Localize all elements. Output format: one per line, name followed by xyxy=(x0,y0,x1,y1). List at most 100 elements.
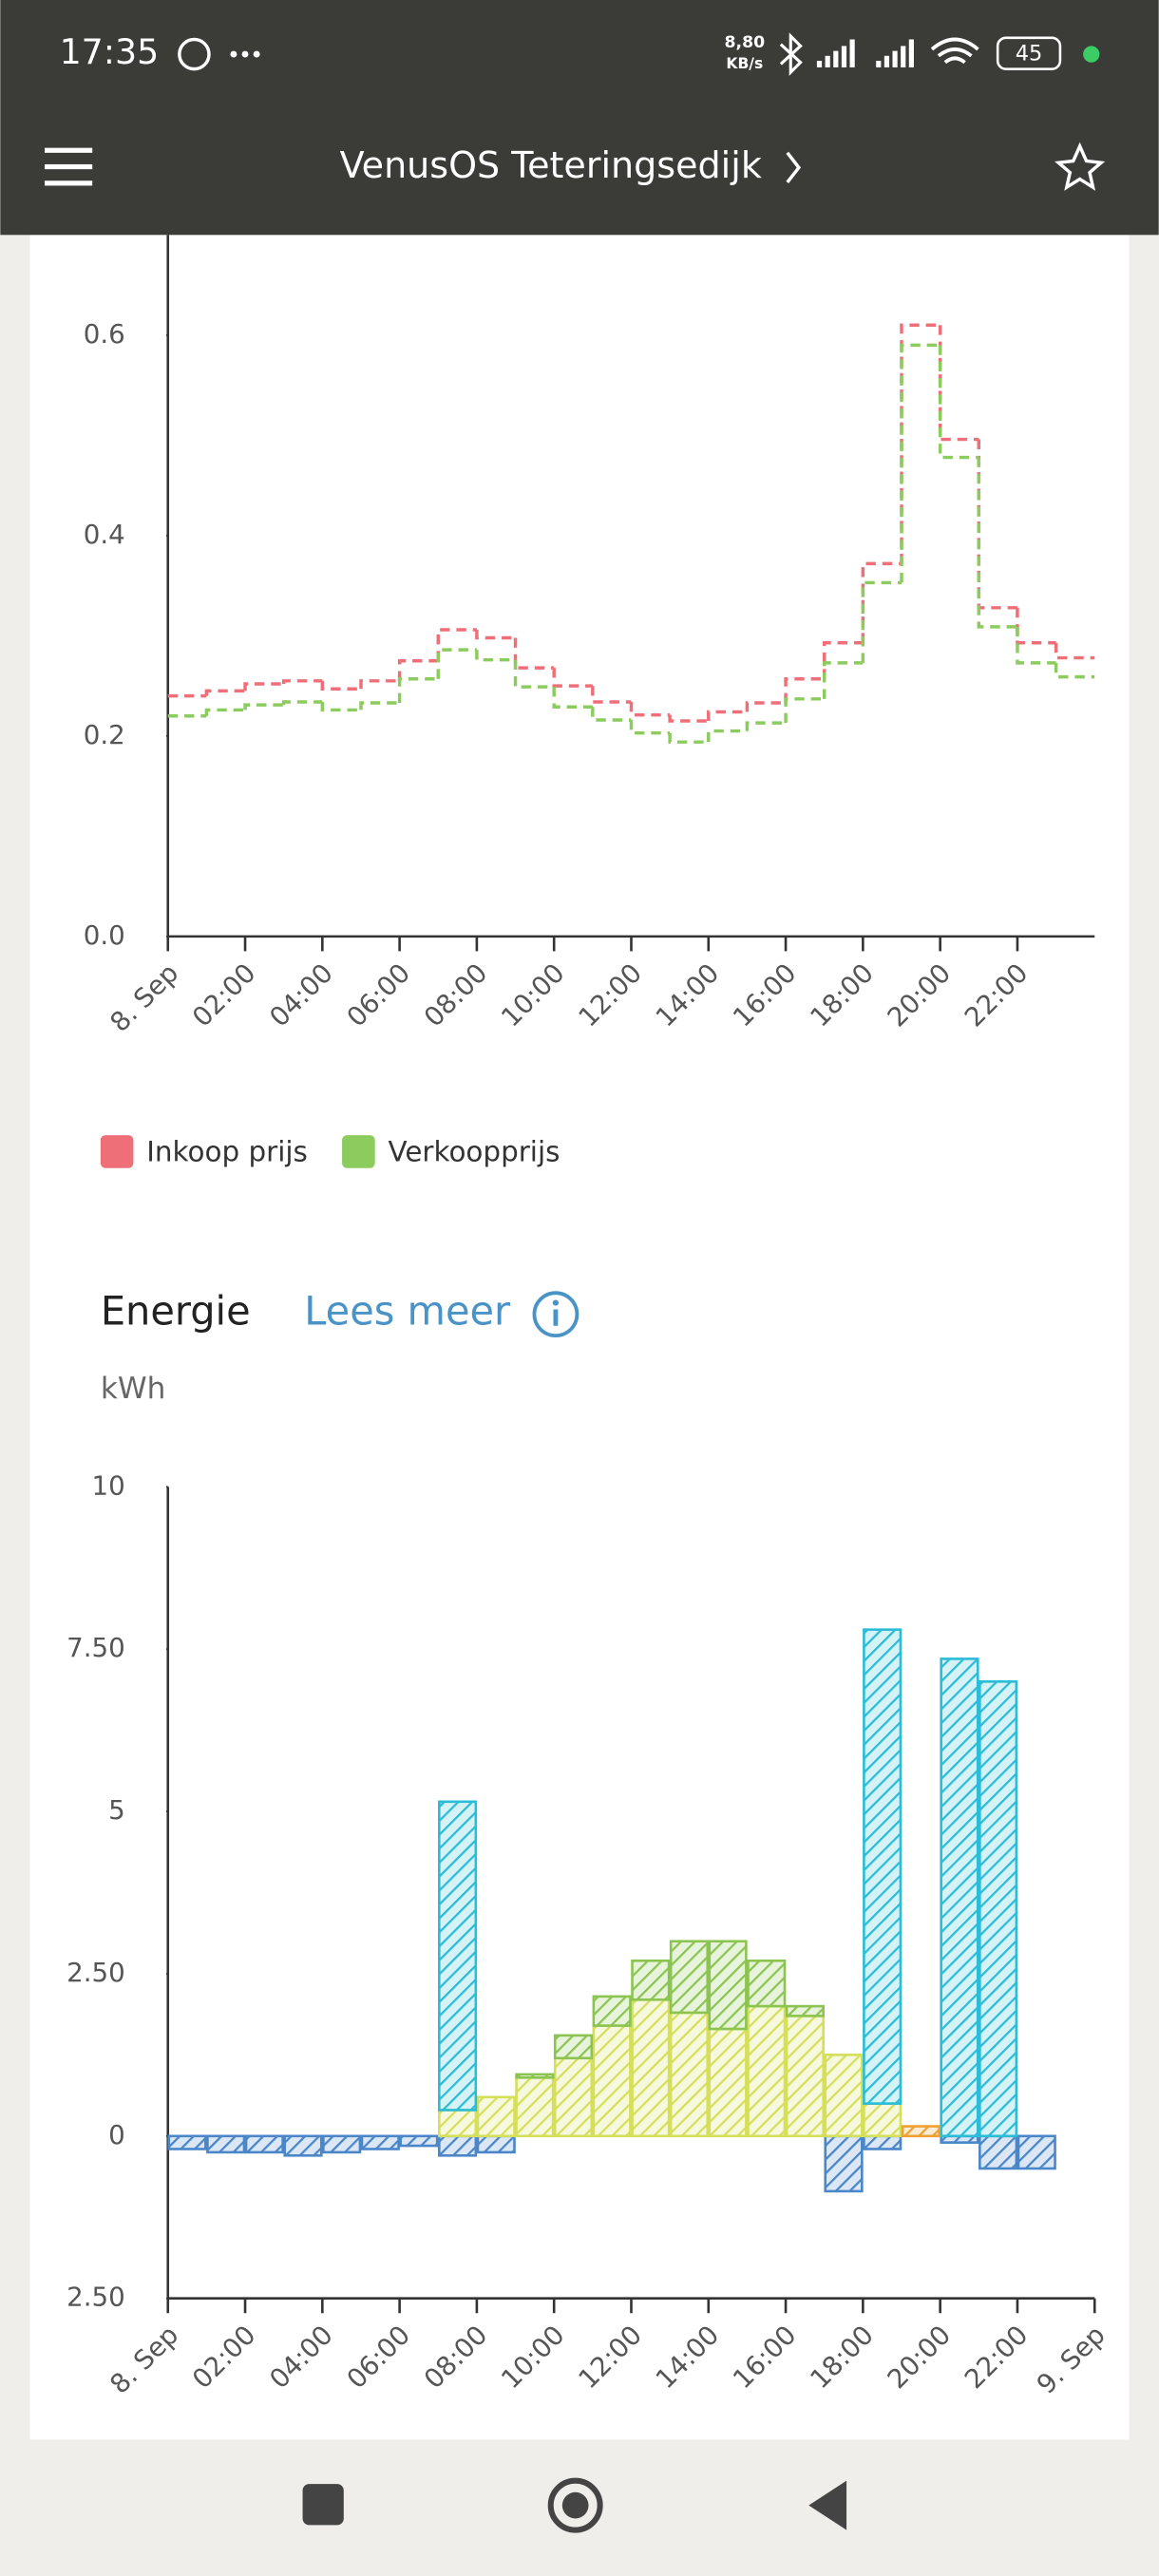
legend-label: Inkoop prijs xyxy=(146,1136,308,1168)
energy-bar xyxy=(747,1959,787,2008)
back-button[interactable] xyxy=(808,2480,847,2530)
read-more-link[interactable]: Lees meer xyxy=(304,1288,511,1335)
price-step xyxy=(320,701,361,712)
unit-label: kWh xyxy=(101,1372,166,1406)
energy-bar xyxy=(785,2004,825,2017)
energy-bar xyxy=(437,2134,478,2157)
y-tick-label: 2.50 xyxy=(66,1957,125,1988)
chevron-icon xyxy=(786,151,802,184)
energy-bar xyxy=(399,2134,439,2148)
legend-swatch xyxy=(100,1135,134,1168)
price-step xyxy=(668,732,709,744)
energy-bar xyxy=(322,2134,362,2154)
legend-swatch xyxy=(342,1135,375,1168)
price-step xyxy=(900,323,940,564)
energy-bar xyxy=(785,2015,825,2138)
price-step xyxy=(436,648,477,679)
energy-bar xyxy=(631,1959,671,2001)
energy-bar xyxy=(978,2134,1018,2170)
price-step xyxy=(822,661,864,699)
home-button[interactable] xyxy=(547,2477,603,2533)
energy-bar xyxy=(940,1657,979,2138)
more-icon xyxy=(230,50,260,58)
price-step xyxy=(977,457,1017,629)
energy-bar xyxy=(592,1995,632,2027)
bluetooth-icon xyxy=(779,32,803,76)
price-step xyxy=(243,682,284,691)
app-title[interactable]: VenusOS Teteringsedijk xyxy=(340,144,762,186)
price-step xyxy=(591,707,632,722)
price-step xyxy=(629,701,671,717)
energy-bar xyxy=(747,2004,787,2138)
energy-bar xyxy=(669,1940,710,2015)
price-step xyxy=(552,668,593,688)
signal-icon xyxy=(816,39,855,67)
price-step xyxy=(861,580,902,663)
price-step xyxy=(1054,662,1095,679)
legend-label: Verkoopprijs xyxy=(389,1136,560,1168)
clock: 17:35 xyxy=(60,31,160,72)
energy-bar xyxy=(708,1940,748,2031)
energy-bar xyxy=(360,2134,400,2150)
y-tick-label: 7.50 xyxy=(66,1632,125,1663)
energy-bar xyxy=(978,1680,1018,2138)
energy-bar xyxy=(437,1800,478,2112)
energy-bar xyxy=(824,2054,864,2138)
price-step xyxy=(784,676,825,704)
y-tick-label: 2.50 xyxy=(66,2282,125,2313)
energy-bar xyxy=(515,2075,555,2138)
price-step xyxy=(784,697,825,724)
price-step xyxy=(397,658,439,681)
price-step xyxy=(938,345,979,460)
price-step xyxy=(475,630,516,640)
y-tick-label: 0 xyxy=(108,2119,125,2150)
battery-level: 45 xyxy=(1016,42,1043,66)
price-step xyxy=(900,343,940,583)
energy-bar xyxy=(863,2102,902,2138)
signal-icon xyxy=(876,39,914,67)
energy-bar xyxy=(476,2095,516,2138)
y-tick-label: 0.6 xyxy=(84,318,125,350)
info-icon[interactable] xyxy=(532,1291,580,1338)
price-step xyxy=(629,719,671,735)
price-step xyxy=(204,689,246,696)
price-step xyxy=(359,701,400,710)
price-step xyxy=(320,680,361,691)
price-step xyxy=(1016,626,1056,665)
energy-bar xyxy=(824,2134,864,2193)
y-tick-label: 0.4 xyxy=(84,519,125,550)
price-step xyxy=(861,561,902,643)
price-step xyxy=(359,679,400,690)
price-step xyxy=(436,628,477,661)
price-step xyxy=(745,721,787,731)
favorite-button[interactable] xyxy=(1054,142,1106,191)
energy-bar xyxy=(553,2034,594,2060)
energy-bar xyxy=(1016,2134,1056,2170)
y-tick-label: 5 xyxy=(108,1794,125,1826)
recents-button[interactable] xyxy=(302,2484,344,2526)
energy-bar xyxy=(592,2024,632,2138)
battery-icon xyxy=(996,36,1062,70)
price-step xyxy=(668,714,709,723)
net-speed-unit: KB/s xyxy=(726,55,763,72)
energy-bar xyxy=(553,2056,594,2138)
price-step xyxy=(243,703,284,710)
price-step xyxy=(552,687,593,709)
status-dot xyxy=(1083,46,1100,63)
price-step xyxy=(1054,642,1095,660)
energy-bar xyxy=(863,2134,902,2150)
energy-bar xyxy=(515,2073,555,2079)
energy-bar xyxy=(901,2125,940,2138)
energy-bar xyxy=(708,2027,748,2138)
price-step xyxy=(204,708,246,716)
whatsapp-icon xyxy=(178,37,211,71)
price-step xyxy=(281,700,323,706)
menu-button[interactable] xyxy=(45,147,93,186)
energy-bar xyxy=(167,2134,207,2150)
y-tick-label: 10 xyxy=(92,1469,125,1501)
energy-bar xyxy=(244,2134,284,2154)
section-title: Energie xyxy=(101,1288,251,1335)
price-step xyxy=(707,729,748,743)
energy-bar xyxy=(283,2134,323,2157)
